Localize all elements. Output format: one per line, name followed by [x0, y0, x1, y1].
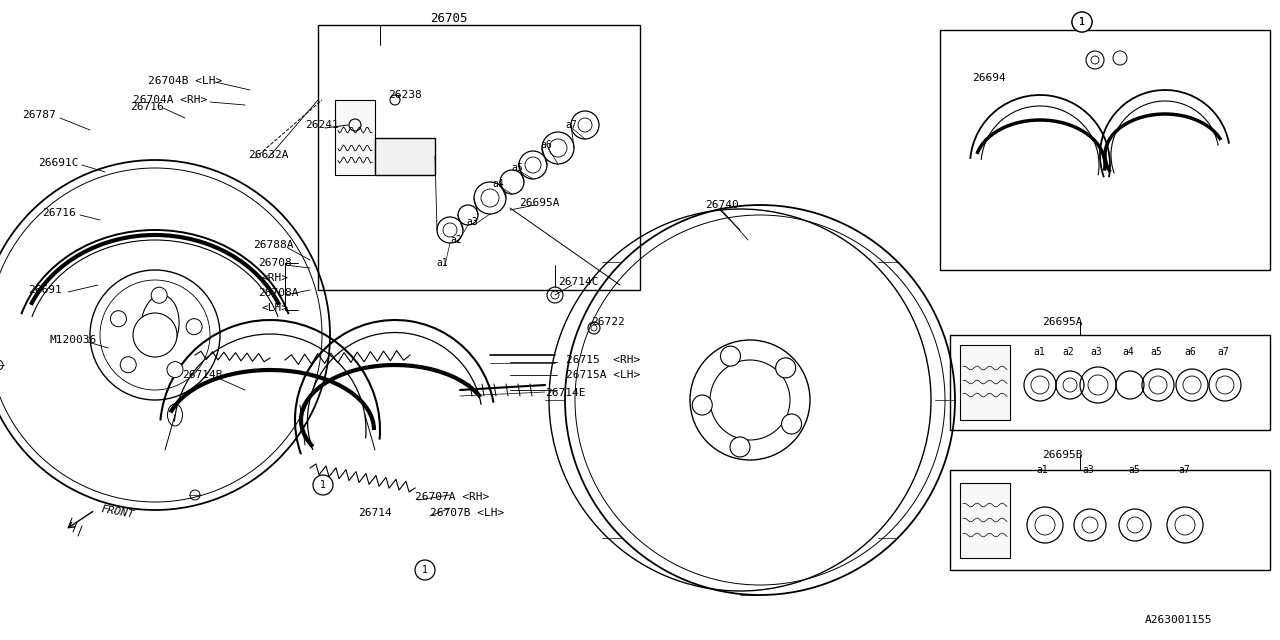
- Text: a3: a3: [466, 217, 477, 227]
- Ellipse shape: [141, 295, 179, 355]
- Text: <RH>: <RH>: [262, 273, 289, 283]
- Bar: [317, 25, 640, 290]
- Text: 1: 1: [422, 565, 428, 575]
- Text: 26704A <RH>: 26704A <RH>: [133, 95, 207, 105]
- Circle shape: [166, 362, 183, 378]
- Text: a5: a5: [1149, 347, 1162, 357]
- Text: A263001155: A263001155: [1146, 615, 1212, 625]
- Text: 26787: 26787: [22, 110, 56, 120]
- Ellipse shape: [690, 340, 810, 460]
- Text: 26632A: 26632A: [248, 150, 288, 160]
- Text: 1: 1: [1079, 17, 1085, 27]
- Text: 26715A <LH>: 26715A <LH>: [566, 370, 640, 380]
- Text: <LH>: <LH>: [262, 303, 289, 313]
- Circle shape: [721, 346, 740, 366]
- Text: 26695B: 26695B: [1042, 450, 1083, 460]
- Circle shape: [151, 287, 168, 303]
- Text: a2: a2: [1062, 347, 1074, 357]
- Text: 26704B <LH>: 26704B <LH>: [148, 76, 223, 86]
- Text: 26740: 26740: [705, 200, 739, 210]
- Text: 26714C: 26714C: [558, 277, 599, 287]
- Text: 26722: 26722: [591, 317, 625, 327]
- Circle shape: [314, 475, 333, 495]
- Text: a3: a3: [1091, 347, 1102, 357]
- Text: 26705: 26705: [430, 12, 467, 24]
- Text: 26716: 26716: [131, 102, 164, 112]
- Text: 26695A: 26695A: [1042, 317, 1083, 327]
- Text: a4: a4: [1123, 347, 1134, 357]
- Bar: [940, 30, 1270, 270]
- Circle shape: [110, 311, 127, 327]
- Text: 26714B: 26714B: [182, 370, 223, 380]
- Bar: [335, 100, 375, 175]
- Text: 26707B <LH>: 26707B <LH>: [430, 508, 504, 518]
- Text: a1: a1: [436, 258, 448, 268]
- Text: 26714E: 26714E: [545, 388, 585, 398]
- Text: a7: a7: [1217, 347, 1229, 357]
- Circle shape: [1073, 12, 1092, 32]
- Circle shape: [415, 560, 435, 580]
- Text: a1: a1: [1036, 465, 1048, 475]
- Text: 26716: 26716: [42, 208, 76, 218]
- Circle shape: [133, 313, 177, 357]
- Text: 26708A: 26708A: [259, 288, 298, 298]
- Bar: [950, 335, 1270, 430]
- Text: a7: a7: [564, 120, 577, 130]
- Text: 26691C: 26691C: [38, 158, 78, 168]
- Ellipse shape: [710, 360, 790, 440]
- Text: a4: a4: [492, 179, 504, 189]
- Bar: [960, 483, 1010, 558]
- Bar: [950, 470, 1270, 570]
- Text: 26714: 26714: [358, 508, 392, 518]
- Text: a2: a2: [451, 235, 462, 245]
- Text: a7: a7: [1178, 465, 1189, 475]
- Circle shape: [782, 414, 801, 434]
- Circle shape: [692, 395, 712, 415]
- Text: 26241: 26241: [305, 120, 339, 130]
- Text: 26238: 26238: [388, 90, 421, 100]
- Bar: [375, 138, 435, 175]
- Text: 26715  <RH>: 26715 <RH>: [566, 355, 640, 365]
- Circle shape: [730, 437, 750, 457]
- Bar: [960, 345, 1010, 420]
- Text: a1: a1: [1033, 347, 1044, 357]
- Circle shape: [120, 356, 136, 372]
- Text: M120036: M120036: [50, 335, 97, 345]
- Text: 26694: 26694: [972, 73, 1006, 83]
- Text: a3: a3: [1082, 465, 1093, 475]
- Text: 26691: 26691: [28, 285, 61, 295]
- Circle shape: [1073, 12, 1092, 32]
- Text: 26707A <RH>: 26707A <RH>: [415, 492, 489, 502]
- Circle shape: [186, 319, 202, 335]
- Text: a5: a5: [1128, 465, 1139, 475]
- Text: a5: a5: [511, 163, 522, 173]
- Text: 26788A: 26788A: [253, 240, 293, 250]
- Text: 26695A: 26695A: [518, 198, 559, 208]
- Text: a6: a6: [540, 140, 552, 150]
- Text: a6: a6: [1184, 347, 1196, 357]
- Text: FRONT: FRONT: [100, 504, 134, 520]
- Text: 1: 1: [320, 480, 326, 490]
- Text: 26708: 26708: [259, 258, 292, 268]
- Circle shape: [776, 358, 796, 378]
- Text: 1: 1: [1079, 17, 1085, 27]
